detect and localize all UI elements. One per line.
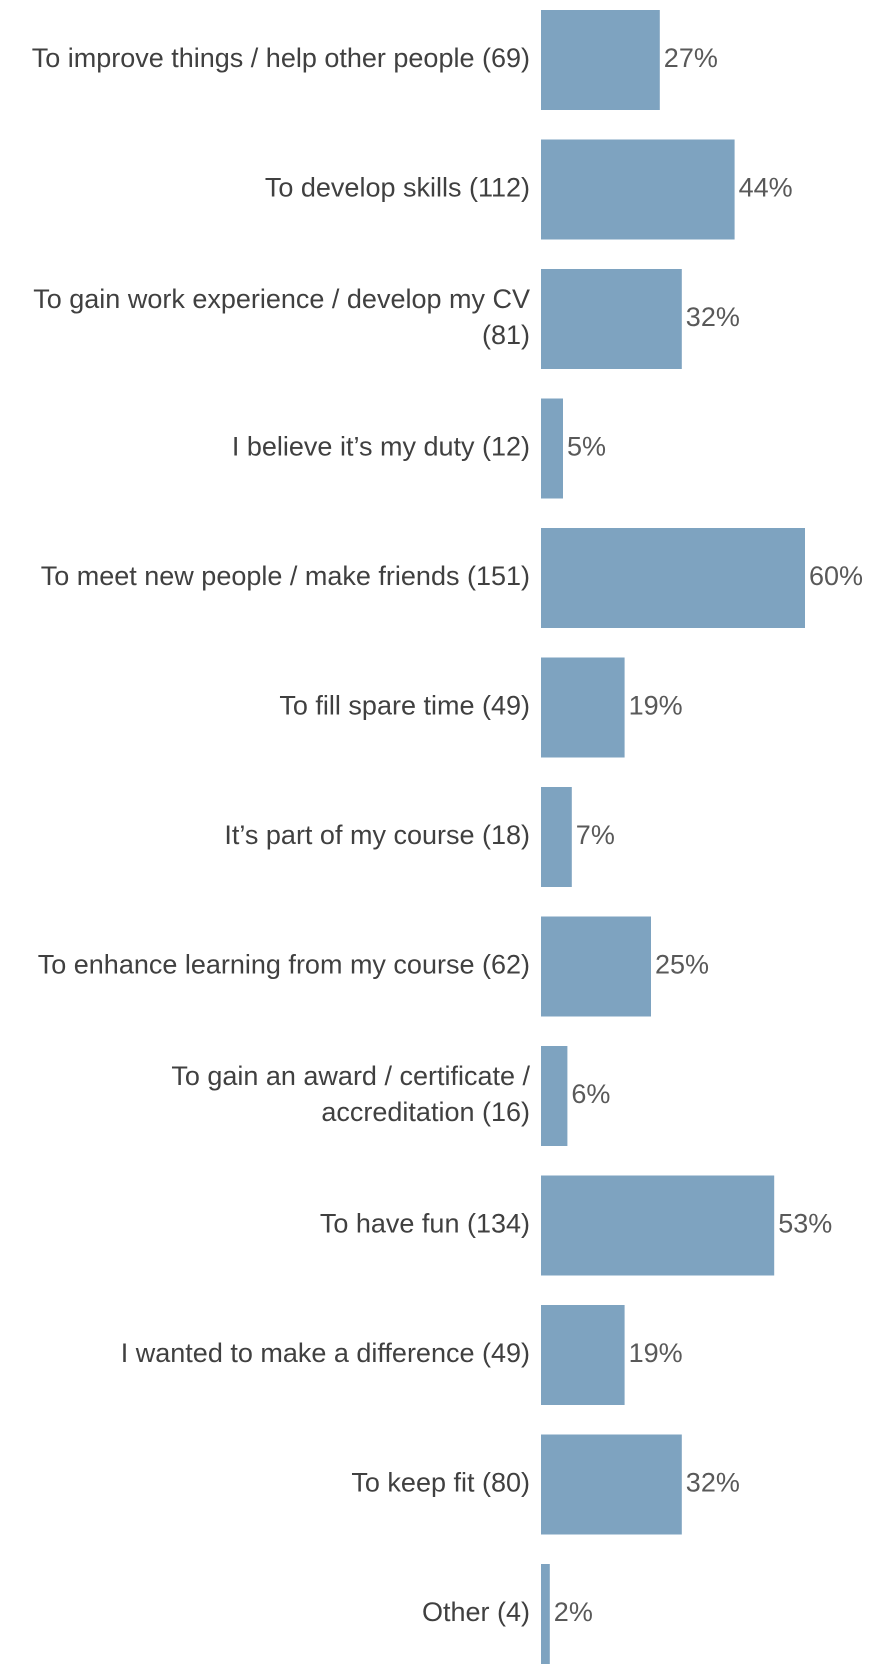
bar xyxy=(541,398,563,499)
value-label: 53% xyxy=(778,1209,832,1239)
category-label: To gain work experience / develop my CV(… xyxy=(33,284,530,350)
value-label: 27% xyxy=(664,43,718,73)
value-label: 6% xyxy=(571,1079,610,1109)
value-label: 60% xyxy=(809,561,863,591)
value-label: 19% xyxy=(629,1338,683,1368)
bar xyxy=(541,916,651,1017)
category-label: To meet new people / make friends (151) xyxy=(41,561,530,591)
bar xyxy=(541,1564,550,1664)
bar xyxy=(541,139,735,240)
category-label: To enhance learning from my course (62) xyxy=(38,950,530,980)
value-label: 32% xyxy=(686,1468,740,1498)
value-label: 7% xyxy=(576,820,615,850)
value-label: 32% xyxy=(686,302,740,332)
value-label: 44% xyxy=(739,173,793,203)
category-label: To fill spare time (49) xyxy=(279,691,530,721)
bar xyxy=(541,1046,568,1146)
bar xyxy=(541,269,682,369)
category-label: To gain an award / certificate / accredit… xyxy=(171,1061,530,1127)
bar xyxy=(541,10,660,110)
bar xyxy=(541,1305,625,1405)
value-label: 25% xyxy=(655,950,709,980)
bar xyxy=(541,657,625,758)
bar xyxy=(541,1434,682,1535)
bar xyxy=(541,528,805,628)
bar xyxy=(541,1175,775,1276)
category-label: To have fun (134) xyxy=(320,1209,530,1239)
value-label: 19% xyxy=(629,691,683,721)
category-label: It’s part of my course (18) xyxy=(224,820,530,850)
value-label: 2% xyxy=(554,1597,593,1627)
bar xyxy=(541,787,572,887)
category-label: To develop skills (112) xyxy=(265,173,530,203)
value-label: 5% xyxy=(567,432,606,462)
category-label: I wanted to make a difference (49) xyxy=(121,1338,530,1368)
category-label: I believe it’s my duty (12) xyxy=(232,432,530,462)
category-label: To improve things / help other people (6… xyxy=(32,43,530,73)
category-label: Other (4) xyxy=(422,1597,530,1627)
category-label: To keep fit (80) xyxy=(351,1468,530,1498)
